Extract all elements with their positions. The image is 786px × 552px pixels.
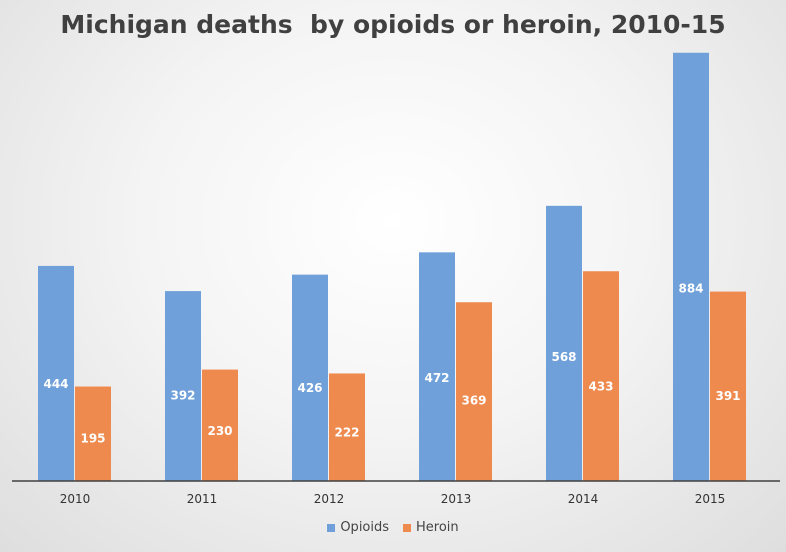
legend-swatch-heroin (403, 523, 412, 532)
bar-heroin-2012 (329, 373, 365, 481)
data-label-heroin-2012: 222 (334, 426, 359, 440)
bar-heroin-2014 (583, 271, 619, 481)
x-tick-label-2013: 2013 (441, 492, 472, 506)
bars-layer: 444 195 392 230 426 222 472 369 568 433 884 391 (38, 52, 746, 482)
data-label-heroin-2010: 195 (80, 431, 105, 445)
legend-item-heroin: Heroin (403, 520, 459, 535)
bar-opioids-2011 (165, 291, 201, 481)
data-label-opioids-2015: 884 (678, 281, 703, 295)
data-label-opioids-2013: 472 (424, 371, 449, 385)
bar-opioids-2013 (419, 252, 455, 481)
bar-opioids-2015 (673, 52, 709, 482)
x-tick-label-2010: 2010 (60, 492, 91, 506)
data-label-opioids-2010: 444 (43, 377, 68, 391)
bar-heroin-2011 (202, 369, 238, 481)
data-label-opioids-2012: 426 (297, 381, 322, 395)
data-label-opioids-2014: 568 (551, 350, 576, 364)
x-tick-label-2011: 2011 (187, 492, 218, 506)
bar-opioids-2012 (292, 274, 328, 481)
legend-swatch-opioids (327, 523, 336, 532)
data-label-heroin-2015: 391 (715, 389, 740, 403)
bar-heroin-2015 (710, 291, 746, 481)
chart-title: Michigan deaths by opioids or heroin, 20… (60, 10, 726, 39)
tick-labels: 2010 2011 2012 2013 2014 2015 (60, 492, 726, 506)
bar-opioids-2014 (546, 205, 582, 481)
bar-heroin-2010 (75, 386, 111, 481)
data-label-heroin-2011: 230 (207, 424, 232, 438)
x-tick-label-2015: 2015 (695, 492, 726, 506)
data-label-opioids-2011: 392 (170, 389, 195, 403)
x-tick-label-2014: 2014 (568, 492, 599, 506)
legend-label-opioids: Opioids (340, 520, 390, 535)
legend: Opioids Heroin (0, 520, 786, 535)
legend-item-opioids: Opioids (327, 520, 389, 535)
legend-label-heroin: Heroin (416, 520, 459, 535)
data-label-heroin-2013: 369 (461, 394, 486, 408)
bar-heroin-2013 (456, 302, 492, 481)
bar-opioids-2010 (38, 265, 74, 481)
data-label-heroin-2014: 433 (588, 380, 613, 394)
x-tick-label-2012: 2012 (314, 492, 345, 506)
